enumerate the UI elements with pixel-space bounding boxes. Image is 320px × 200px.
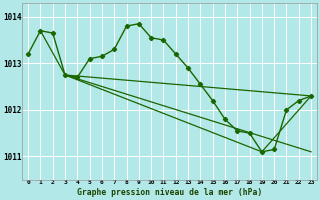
X-axis label: Graphe pression niveau de la mer (hPa): Graphe pression niveau de la mer (hPa) [77, 188, 262, 197]
